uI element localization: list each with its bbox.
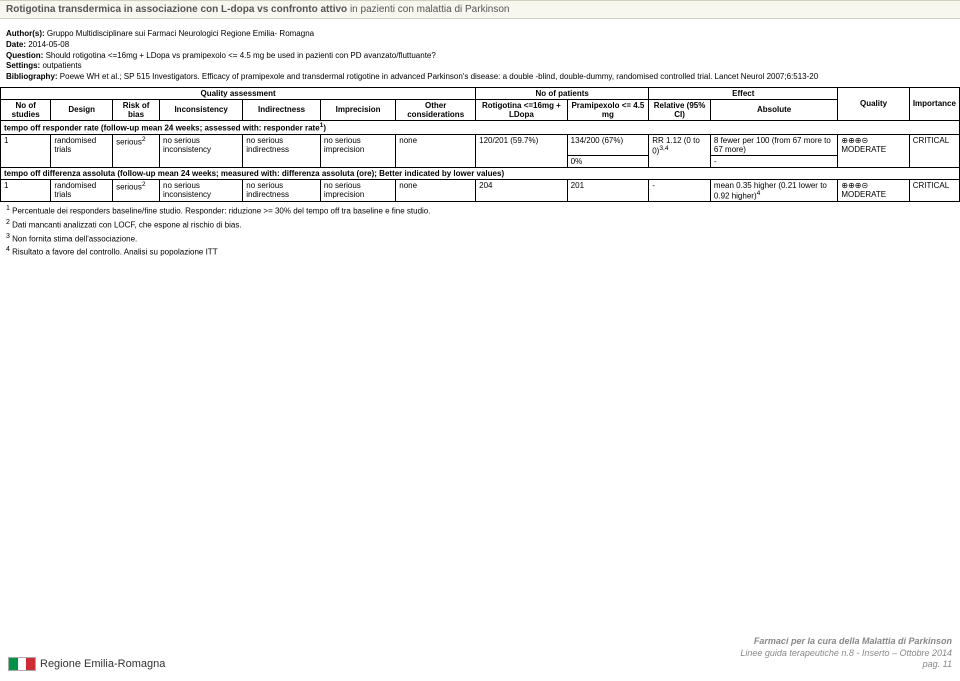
footnote-3: 3 Non fornita stima dell'associazione.	[6, 232, 954, 246]
th-quality-assessment: Quality assessment	[1, 87, 476, 99]
footnotes: 1 Percentuale dei responders baseline/fi…	[0, 202, 960, 261]
r1-rel: RR 1.12 (0 to 0)3,4	[649, 134, 711, 167]
r1-arm2a: 134/200 (67%)	[567, 134, 649, 155]
r2-quality: ⊕⊕⊕⊝ MODERATE	[838, 179, 909, 202]
r1-other: none	[396, 134, 476, 167]
date-value: 2014-05-08	[26, 40, 69, 49]
section-2-cell: tempo off differenza assoluta (follow-up…	[1, 167, 960, 179]
r2-importance: CRITICAL	[909, 179, 959, 202]
r2-no: 1	[1, 179, 51, 202]
th-absolute: Absolute	[710, 99, 837, 120]
r1-arm1: 120/201 (59.7%)	[476, 134, 568, 167]
th-no-patients: No of patients	[476, 87, 649, 99]
header-row-1: Quality assessment No of patients Effect…	[1, 87, 960, 99]
settings-label: Settings:	[6, 61, 40, 70]
section-row-1: tempo off responder rate (follow-up mean…	[1, 120, 960, 134]
title-bold: Rotigotina transdermica in associazione …	[6, 4, 347, 15]
r1-quality: ⊕⊕⊕⊝ MODERATE	[838, 134, 909, 167]
th-arm2: Pramipexolo <= 4.5 mg	[567, 99, 649, 120]
r1-no: 1	[1, 134, 51, 167]
th-indirectness: Indirectness	[243, 99, 321, 120]
th-arm1: Rotigotina <=16mg + LDopa	[476, 99, 568, 120]
author-value: Gruppo Multidisciplinare sui Farmaci Neu…	[45, 29, 314, 38]
th-importance: Importance	[909, 87, 959, 120]
r2-rel: -	[649, 179, 711, 202]
footer-line2: Linee guida terapeutiche n.8 - Inserto –…	[740, 648, 952, 660]
title-bar: Rotigotina transdermica in associazione …	[0, 0, 960, 19]
footer-right: Farmaci per la cura della Malattia di Pa…	[740, 636, 952, 671]
section-row-2: tempo off differenza assoluta (follow-up…	[1, 167, 960, 179]
header-row-2: No of studies Design Risk of bias Incons…	[1, 99, 960, 120]
r1-indir: no serious indirectness	[243, 134, 321, 167]
biblio-label: Bibliography:	[6, 72, 58, 81]
r1-incons: no serious inconsistency	[160, 134, 243, 167]
r2-abs: mean 0.35 higher (0.21 lower to 0.92 hig…	[710, 179, 837, 202]
th-other: Other considerations	[396, 99, 476, 120]
section-1-cell: tempo off responder rate (follow-up mean…	[1, 120, 960, 134]
r1-importance: CRITICAL	[909, 134, 959, 167]
r1-arm2b: 0%	[567, 155, 649, 167]
footer-line3: pag. 11	[740, 659, 952, 671]
flag-icon	[8, 657, 36, 671]
date-label: Date:	[6, 40, 26, 49]
th-no-studies: No of studies	[1, 99, 51, 120]
th-effect: Effect	[649, 87, 838, 99]
r1-imprec: no serious imprecision	[320, 134, 395, 167]
r2-risk: serious2	[113, 179, 160, 202]
data-row-1a: 1 randomised trials serious2 no serious …	[1, 134, 960, 155]
th-quality: Quality	[838, 87, 909, 120]
r2-indir: no serious indirectness	[243, 179, 321, 202]
section-1-close: )	[323, 124, 326, 133]
th-risk-bias: Risk of bias	[113, 99, 160, 120]
section-1-text: tempo off responder rate (follow-up mean…	[4, 124, 320, 133]
r1-design: randomised trials	[51, 134, 113, 167]
footnote-1: 1 Percentuale dei responders baseline/fi…	[6, 204, 954, 218]
r1-risk: serious2	[113, 134, 160, 167]
r2-arm1: 204	[476, 179, 568, 202]
footnote-4: 4 Risultato a favore del controllo. Anal…	[6, 245, 954, 259]
title-rest: in pazienti con malattia di Parkinson	[347, 4, 509, 15]
r2-other: none	[396, 179, 476, 202]
logo-text: Regione Emilia-Romagna	[40, 658, 165, 670]
author-label: Author(s):	[6, 29, 45, 38]
footer-logo: Regione Emilia-Romagna	[8, 657, 165, 671]
data-row-2: 1 randomised trials serious2 no serious …	[1, 179, 960, 202]
question-label: Question:	[6, 51, 43, 60]
meta-block: Author(s): Gruppo Multidisciplinare sui …	[0, 19, 960, 87]
footer: Regione Emilia-Romagna Farmaci per la cu…	[0, 636, 960, 671]
r2-arm2: 201	[567, 179, 649, 202]
th-relative: Relative (95% CI)	[649, 99, 711, 120]
biblio-value: Poewe WH et al.; SP 515 Investigators. E…	[58, 72, 819, 81]
r2-imprec: no serious imprecision	[320, 179, 395, 202]
footer-line1: Farmaci per la cura della Malattia di Pa…	[740, 636, 952, 648]
settings-value: outpatients	[40, 61, 81, 70]
r2-design: randomised trials	[51, 179, 113, 202]
th-imprecision: Imprecision	[320, 99, 395, 120]
footnote-2: 2 Dati mancanti analizzati con LOCF, che…	[6, 218, 954, 232]
r2-incons: no serious inconsistency	[160, 179, 243, 202]
grade-table: Quality assessment No of patients Effect…	[0, 87, 960, 202]
question-value: Should rotigotina <=16mg + LDopa vs pram…	[43, 51, 435, 60]
r1-abs-b: -	[710, 155, 837, 167]
r1-abs-a: 8 fewer per 100 (from 67 more to 67 more…	[710, 134, 837, 155]
th-design: Design	[51, 99, 113, 120]
th-inconsistency: Inconsistency	[160, 99, 243, 120]
